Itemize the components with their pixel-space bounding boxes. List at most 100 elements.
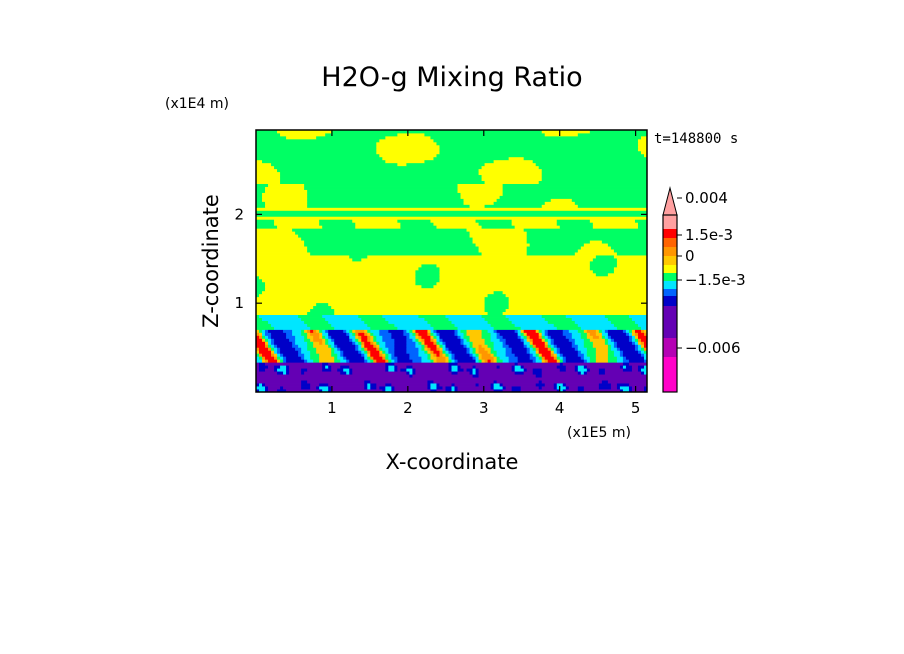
heatmap-cell	[562, 353, 579, 357]
heatmap-cell	[436, 329, 455, 333]
heatmap-cell	[553, 353, 558, 357]
heatmap-cell	[256, 272, 416, 277]
heatmap-cell	[268, 365, 275, 369]
heatmap-cell	[385, 159, 425, 164]
heatmap-cell	[436, 383, 440, 387]
heatmap-cell	[439, 272, 597, 277]
heatmap-cell	[499, 356, 510, 360]
heatmap-cell	[256, 159, 263, 164]
heatmap-cell	[496, 335, 504, 339]
colorbar-swatch	[663, 306, 677, 338]
heatmap-cell	[256, 180, 281, 184]
heatmap-cell	[259, 383, 263, 387]
heatmap-cell	[265, 359, 269, 363]
heatmap-cell	[439, 350, 443, 354]
heatmap-cell	[625, 332, 630, 336]
heatmap-cell	[526, 231, 648, 235]
heatmap-cell	[484, 162, 537, 167]
heatmap-cell	[445, 356, 449, 360]
heatmap-cell	[292, 341, 296, 345]
heatmap-cell	[613, 350, 621, 354]
heatmap-cell	[502, 359, 510, 363]
heatmap-cell	[571, 344, 579, 348]
heatmap-cell	[433, 380, 494, 384]
heatmap-cell	[481, 225, 516, 229]
heatmap-cell	[466, 347, 470, 351]
heatmap-cell	[538, 380, 543, 384]
heatmap-cell	[394, 338, 407, 342]
heatmap-cell	[553, 383, 558, 387]
heatmap-cell	[394, 368, 398, 372]
heatmap-cell	[325, 341, 329, 345]
heatmap-cell	[535, 353, 540, 357]
heatmap-cell	[295, 335, 305, 339]
heatmap-cell	[439, 383, 452, 387]
heatmap-cell	[274, 365, 281, 369]
heatmap-cell	[547, 335, 552, 339]
heatmap-cell	[370, 353, 380, 357]
heatmap-cell	[535, 356, 540, 360]
heatmap-cell	[376, 347, 380, 351]
heatmap-cell	[340, 371, 347, 375]
heatmap-cell	[562, 383, 567, 387]
heatmap-cell	[256, 299, 485, 304]
heatmap-cell	[310, 386, 317, 390]
heatmap-cell	[541, 386, 555, 390]
heatmap-field	[256, 130, 648, 393]
heatmap-cell	[406, 162, 485, 167]
heatmap-cell	[454, 332, 458, 336]
heatmap-cell	[478, 368, 513, 372]
heatmap-cell	[484, 341, 494, 345]
heatmap-cell	[496, 380, 540, 384]
heatmap-cell	[538, 329, 543, 333]
heatmap-cell	[436, 335, 440, 339]
heatmap-cell	[424, 132, 546, 137]
heatmap-cell	[337, 356, 344, 360]
heatmap-cell	[418, 314, 446, 318]
heatmap-cell	[259, 293, 488, 298]
heatmap-cell	[265, 362, 323, 366]
heatmap-cell	[292, 329, 302, 333]
heatmap-cell	[259, 275, 416, 280]
heatmap-cell	[298, 314, 323, 318]
heatmap-cell	[544, 359, 549, 363]
heatmap-cell	[526, 344, 531, 348]
heatmap-cell	[586, 332, 591, 336]
heatmap-cell	[475, 383, 479, 387]
heatmap-cell	[544, 383, 555, 387]
heatmap-cell	[256, 305, 314, 310]
heatmap-cell	[577, 132, 648, 137]
heatmap-cell	[409, 332, 413, 336]
heatmap-cell	[625, 329, 630, 333]
heatmap-cell	[256, 374, 410, 378]
heatmap-cell	[307, 332, 311, 336]
heatmap-cell	[364, 332, 368, 336]
heatmap-cell	[280, 177, 482, 182]
heatmap-cell	[523, 335, 528, 339]
heatmap-cell	[265, 338, 269, 342]
heatmap-cell	[520, 365, 525, 369]
heatmap-cell	[496, 359, 504, 363]
heatmap-cell	[433, 284, 648, 289]
heatmap-cell	[451, 365, 458, 369]
heatmap-cell	[424, 159, 495, 164]
heatmap-cell	[613, 255, 648, 259]
heatmap-cell	[310, 308, 335, 313]
heatmap-cell	[271, 353, 275, 357]
heatmap-cell	[391, 386, 395, 390]
heatmap-cell	[580, 326, 618, 330]
heatmap-cell	[274, 341, 293, 345]
heatmap-cell	[502, 192, 648, 196]
colorbar: 0.004 1.5e-3 0 −1.5e-3 −0.006	[662, 186, 746, 393]
heatmap-cell	[559, 362, 564, 366]
heatmap-cell	[544, 317, 573, 321]
heatmap-cell	[334, 308, 485, 313]
heatmap-cell	[328, 389, 332, 393]
heatmap-cell	[463, 341, 470, 345]
heatmap-cell	[628, 359, 645, 363]
heatmap-cell	[343, 368, 350, 372]
heatmap-cell	[628, 314, 648, 318]
heatmap-cell	[346, 371, 350, 375]
heatmap-cell	[541, 168, 648, 173]
heatmap-cell	[286, 368, 290, 372]
